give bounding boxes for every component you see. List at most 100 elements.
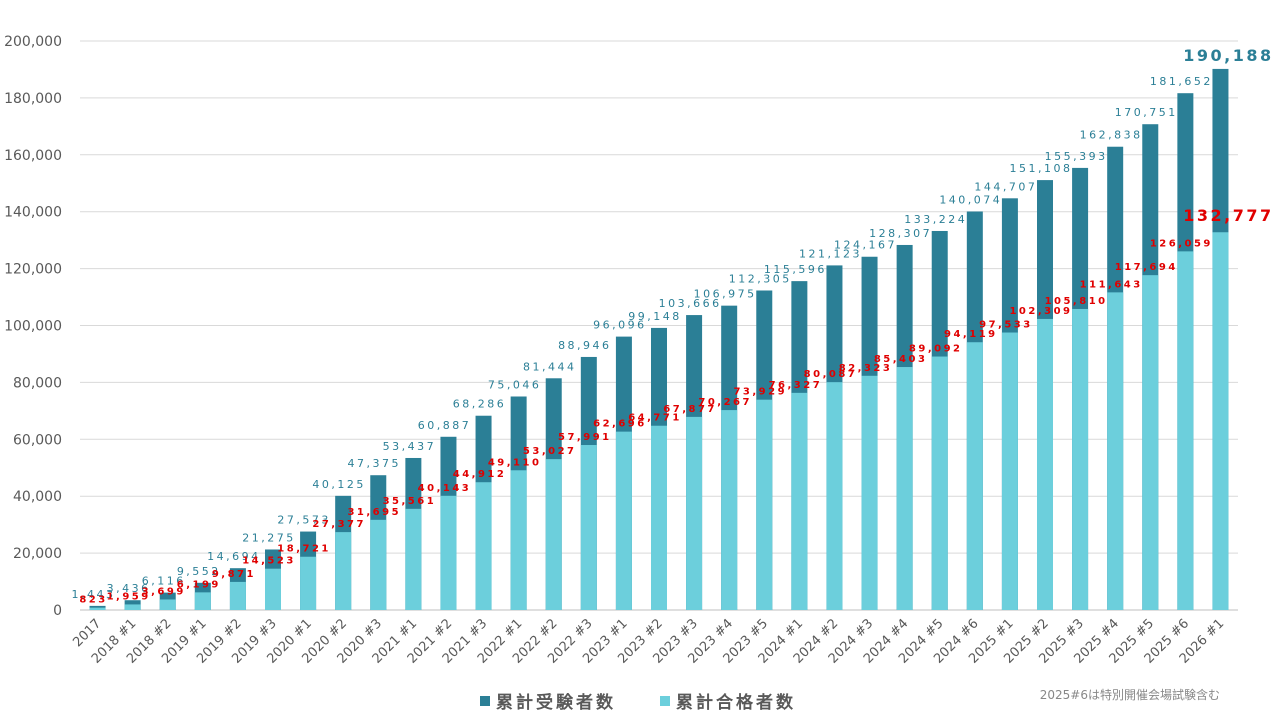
y-tick-label: 160,000 [4,148,62,164]
legend-label: 累計合格者数 [676,692,796,713]
data-label: 14,523 [242,556,296,567]
y-tick-label: 180,000 [4,91,62,107]
y-tick-label: 80,000 [13,375,62,391]
data-label: 88,946 [558,339,612,352]
bar [896,367,913,610]
bar [265,568,281,610]
data-label: 3,436 [107,582,151,595]
y-tick-label: 60,000 [13,432,62,448]
bar [966,342,983,610]
data-label: 80,087 [804,369,858,380]
data-label: 14,694 [207,550,261,563]
data-label: 57,991 [558,432,612,443]
bar [475,482,492,610]
data-label: 181,652 [1150,75,1213,88]
legend-swatch [660,696,670,706]
y-tick-label: 100,000 [4,319,62,335]
bar [1037,318,1053,610]
bar [791,392,808,610]
data-label: 97,533 [979,320,1033,331]
data-label: 190,188 [1183,46,1273,65]
data-label: 117,694 [1115,262,1178,273]
data-label: 155,393 [1045,150,1108,163]
data-label: 170,751 [1115,106,1178,119]
data-label: 105,810 [1045,296,1108,307]
data-label: 40,125 [312,478,366,491]
data-label: 132,777 [1183,206,1273,225]
data-label: 1,443 [72,588,116,601]
data-label: 111,643 [1080,279,1143,290]
data-label: 49,110 [488,457,542,468]
legend-swatch [480,696,490,706]
data-label: 40,143 [418,483,472,494]
bar [861,375,878,610]
y-tick-label: 40,000 [13,489,62,505]
legend-label: 累計受験者数 [496,692,616,713]
bar [1177,251,1194,610]
bar [545,459,562,610]
y-tick-label: 20,000 [13,546,62,562]
bar [826,382,843,610]
data-label: 6,199 [177,579,221,590]
data-label: 9,552 [177,565,221,578]
data-label: 53,437 [383,440,437,453]
data-label: 124,167 [834,239,897,252]
y-tick-label: 140,000 [4,205,62,221]
bar [651,425,667,610]
y-tick-label: 200,000 [4,34,62,50]
data-label: 60,887 [418,419,472,432]
data-label: 106,975 [694,288,757,301]
bar [756,399,773,610]
data-label: 103,666 [659,297,722,310]
data-label: 31,695 [347,507,401,518]
bar [1212,232,1229,610]
bar [300,556,317,610]
data-label: 126,059 [1150,238,1213,249]
data-label: 9,871 [212,569,256,580]
data-label: 85,403 [874,354,928,365]
data-label: 35,561 [383,496,437,507]
data-label: 128,307 [869,227,932,240]
bar [1142,275,1159,610]
data-label: 133,224 [904,213,967,226]
data-label: 44,912 [453,469,507,480]
bar [229,581,246,610]
bar [89,607,106,610]
data-label: 82,323 [839,363,893,374]
data-label: 73,929 [733,387,787,398]
bar [1001,332,1018,610]
data-label: 68,286 [453,398,507,411]
data-label: 115,596 [764,263,827,276]
data-label: 27,377 [312,519,366,530]
data-label: 144,707 [974,180,1037,193]
data-label: 27,573 [277,514,331,527]
data-label: 21,275 [242,531,296,544]
bar [931,356,948,610]
bar [405,508,422,610]
data-label: 121,123 [799,247,862,260]
data-label: 99,148 [628,310,682,323]
bar [721,410,738,610]
bar [510,470,527,610]
annotation: 2025#6は特別開催会場試験含む [1040,687,1220,702]
y-tick-label: 0 [53,603,62,619]
data-label: 96,096 [593,319,647,332]
data-label: 140,074 [939,193,1002,206]
data-label: 64,771 [628,413,682,424]
data-label: 53,027 [523,446,577,457]
data-label: 47,375 [348,457,402,470]
bar [335,532,352,610]
bar [615,431,632,610]
bar [580,445,597,610]
data-label: 75,046 [488,378,542,391]
bar [159,599,176,610]
bar [1107,292,1124,610]
bar [686,416,703,610]
data-label: 823 [79,595,107,606]
data-label: 151,108 [1010,162,1073,175]
bar [124,604,141,610]
data-label: 70,267 [698,397,752,408]
data-label: 62,696 [593,419,647,430]
